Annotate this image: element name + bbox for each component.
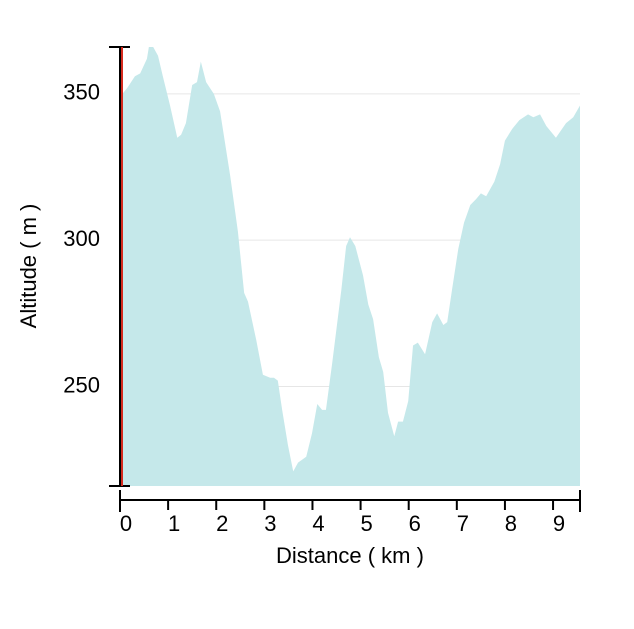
x-tick-label: 8 (505, 511, 517, 536)
y-tick-label: 250 (63, 372, 100, 397)
x-tick-label: 4 (312, 511, 324, 536)
x-tick-label: 0 (120, 511, 132, 536)
x-tick-label: 2 (216, 511, 228, 536)
x-tick-label: 3 (264, 511, 276, 536)
x-axis-label: Distance ( km ) (276, 543, 424, 568)
y-tick-label: 350 (63, 80, 100, 105)
x-tick-label: 9 (553, 511, 565, 536)
area (120, 47, 580, 486)
x-tick-label: 1 (168, 511, 180, 536)
x-tick-label: 5 (360, 511, 372, 536)
y-tick-label: 300 (63, 226, 100, 251)
y-axis-label: Altitude ( m ) (16, 204, 41, 329)
x-tick-label: 6 (409, 511, 421, 536)
x-tick-label: 7 (457, 511, 469, 536)
